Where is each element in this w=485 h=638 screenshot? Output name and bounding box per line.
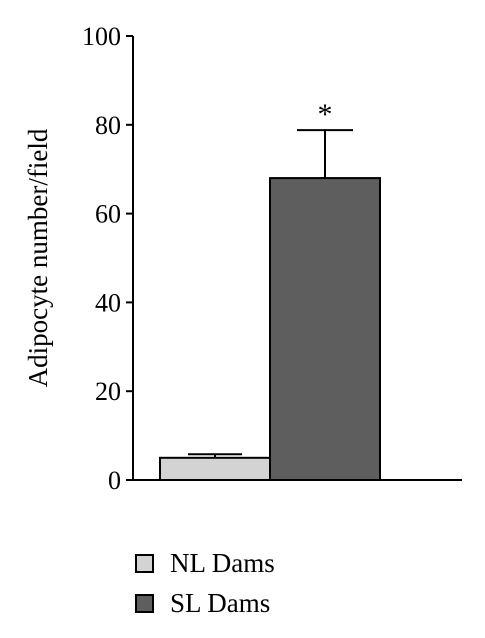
significance-marker: * — [318, 98, 333, 131]
y-tick-label: 60 — [95, 200, 121, 229]
y-axis-ticks: 0 20 40 60 80 100 — [82, 22, 133, 495]
legend-label: SL Dams — [170, 588, 270, 618]
y-tick-label: 40 — [95, 288, 121, 317]
legend: NL Dams SL Dams — [135, 548, 275, 618]
legend-swatch — [135, 594, 154, 613]
y-tick-label: 80 — [95, 111, 121, 140]
bars-group: * — [159, 98, 381, 482]
bar-sl-dams — [269, 177, 381, 482]
legend-swatch — [135, 554, 154, 573]
legend-label: NL Dams — [170, 548, 275, 578]
y-tick-label: 100 — [82, 22, 121, 51]
y-tick-label: 20 — [95, 377, 121, 406]
y-axis-label: Adipocyte number/field — [23, 128, 53, 387]
y-tick-label: 0 — [108, 466, 121, 495]
bar-nl-dams — [159, 456, 271, 481]
